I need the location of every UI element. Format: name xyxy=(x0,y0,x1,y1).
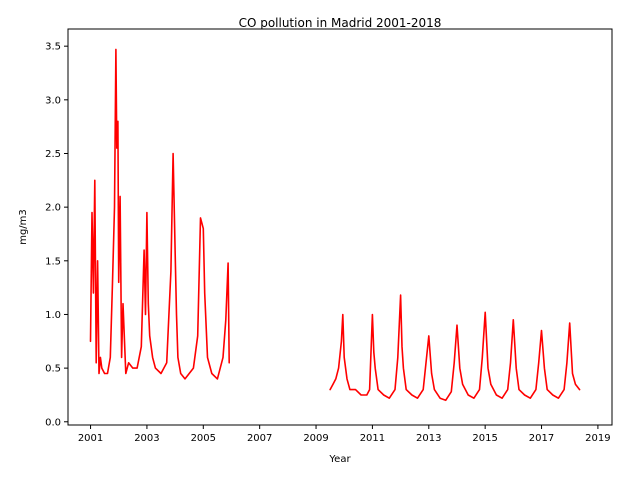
axes-frame xyxy=(67,28,613,426)
x-axis-ticks: 2001 2003 2005 2007 2009 2011 2013 2015 2017 2019 xyxy=(78,425,611,444)
x-tick-label: 2009 xyxy=(303,433,328,444)
x-tick-label: 2007 xyxy=(247,433,272,444)
x-tick-label: 2019 xyxy=(585,433,610,444)
x-tick-label: 2011 xyxy=(360,433,385,444)
y-tick-label: 0.5 xyxy=(45,364,61,375)
x-tick-label: 2001 xyxy=(78,433,103,444)
y-axis-ticks: 0.0 0.5 1.0 1.5 2.0 2.5 3.0 3.5 xyxy=(45,42,68,428)
x-tick-label: 2013 xyxy=(416,433,441,444)
y-tick-label: 0.0 xyxy=(45,417,61,428)
y-axis-label: mg/m3 xyxy=(18,209,29,245)
y-tick-label: 2.5 xyxy=(45,149,61,160)
y-tick-label: 2.0 xyxy=(45,203,61,214)
plot-area xyxy=(89,48,581,402)
x-tick-label: 2005 xyxy=(191,433,216,444)
series-line-segment-1 xyxy=(89,48,230,380)
x-axis-label: Year xyxy=(328,454,351,465)
x-tick-label: 2015 xyxy=(472,433,497,444)
y-tick-label: 1.5 xyxy=(45,256,61,267)
series-line-segment-2 xyxy=(329,294,581,402)
y-tick-label: 3.0 xyxy=(45,95,61,106)
x-tick-label: 2017 xyxy=(529,433,554,444)
chart-title: CO pollution in Madrid 2001-2018 xyxy=(239,16,442,30)
y-tick-label: 3.5 xyxy=(45,42,61,53)
y-tick-label: 1.0 xyxy=(45,310,61,321)
x-tick-label: 2003 xyxy=(134,433,159,444)
